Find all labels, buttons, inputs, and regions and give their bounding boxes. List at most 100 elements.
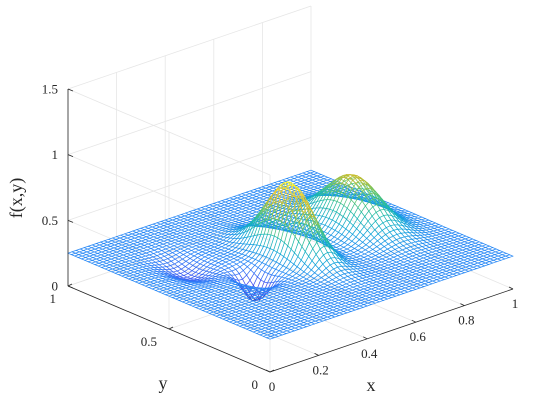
surface-mesh-segment — [390, 205, 396, 207]
surface-mesh-segment — [230, 208, 236, 211]
surface-mesh-segment — [222, 256, 227, 260]
surface-mesh-segment — [461, 251, 467, 254]
surface-mesh-segment — [115, 270, 120, 273]
surface-mesh-segment — [195, 229, 200, 232]
surface-mesh-segment — [135, 265, 140, 267]
surface-mesh-segment — [147, 274, 152, 277]
surface-mesh-segment — [259, 194, 265, 197]
surface-mesh-segment — [289, 184, 295, 192]
surface-mesh-segment — [160, 222, 165, 225]
surface-mesh-segment — [185, 228, 190, 231]
surface-mesh-segment — [451, 232, 456, 235]
surface-mesh-segment — [240, 227, 246, 234]
surface-mesh-segment — [213, 218, 218, 221]
surface-mesh-segment — [286, 261, 291, 269]
surface-mesh-segment — [197, 219, 203, 222]
surface-mesh-segment — [361, 264, 367, 267]
surface-mesh-segment — [381, 200, 386, 206]
surface-mesh-segment — [313, 187, 319, 190]
surface-mesh-segment — [347, 179, 353, 185]
surface-mesh-segment — [263, 194, 269, 197]
surface-mesh-segment — [193, 223, 198, 227]
surface-mesh-segment — [118, 239, 124, 242]
surface-mesh-segment — [267, 233, 272, 236]
surface-mesh-segment — [451, 245, 457, 248]
surface-mesh-segment — [258, 255, 264, 262]
surface-mesh-segment — [332, 243, 338, 247]
surface-mesh-segment — [446, 252, 451, 255]
surface-mesh-segment — [217, 231, 222, 234]
surface-mesh-segment — [143, 278, 148, 281]
surface-mesh-segment — [425, 228, 431, 231]
surface-mesh-segment — [371, 215, 376, 222]
surface-mesh-segment — [212, 205, 217, 208]
surface-mesh-segment — [168, 252, 173, 255]
surface-mesh-segment — [264, 271, 269, 275]
surface-mesh-segment — [144, 225, 150, 228]
surface-mesh-segment — [331, 251, 337, 255]
surface-mesh-segment — [446, 236, 451, 240]
surface-mesh-segment — [139, 277, 144, 280]
surface-mesh-segment — [368, 206, 374, 212]
surface-mesh-segment — [334, 229, 339, 233]
surface-mesh-segment — [220, 232, 225, 235]
surface-mesh-segment — [301, 235, 307, 248]
surface-mesh-segment — [369, 263, 374, 266]
surface-mesh-segment — [255, 210, 261, 213]
surface-mesh-segment — [453, 253, 459, 257]
surface-mesh-segment — [126, 253, 132, 256]
surface-mesh-segment — [178, 225, 183, 228]
surface-mesh-segment — [189, 222, 195, 225]
surface-mesh-segment — [183, 221, 188, 224]
surface-mesh-segment — [305, 176, 310, 179]
surface-mesh-segment — [147, 229, 153, 232]
surface-mesh-segment — [228, 245, 233, 248]
surface-mesh-segment — [191, 216, 196, 220]
surface-mesh-segment — [199, 265, 204, 270]
surface-mesh-segment — [120, 264, 125, 267]
surface-mesh-segment — [391, 246, 396, 250]
surface-mesh-segment — [121, 243, 127, 246]
surface-mesh-segment — [224, 245, 230, 249]
surface-mesh-segment — [373, 198, 378, 205]
surface-mesh-segment — [234, 274, 239, 281]
surface-mesh-segment — [122, 239, 128, 242]
surface-mesh-segment — [418, 243, 424, 245]
surface-mesh-segment — [113, 247, 118, 250]
surface-mesh-segment — [183, 232, 189, 235]
surface-mesh-segment — [199, 242, 205, 245]
surface-mesh-segment — [253, 191, 258, 195]
surface-mesh-segment — [269, 258, 274, 261]
surface-mesh-segment — [355, 236, 360, 241]
surface-mesh-segment — [449, 252, 455, 255]
surface-mesh-segment — [213, 233, 218, 236]
surface-mesh-segment — [235, 203, 240, 206]
surface-mesh-segment — [254, 200, 260, 203]
surface-mesh-segment — [84, 258, 90, 261]
surface-mesh-segment — [433, 245, 438, 249]
surface-mesh-segment — [148, 223, 154, 226]
surface-mesh-segment — [236, 232, 242, 239]
surface-mesh-segment — [173, 229, 178, 232]
surface-mesh-segment — [325, 236, 330, 244]
surface-mesh-segment — [427, 221, 433, 224]
surface-mesh-segment — [189, 258, 194, 261]
surface-mesh-segment — [194, 235, 199, 238]
surface-mesh-segment — [267, 194, 272, 197]
surface-mesh-segment — [87, 244, 93, 247]
surface-mesh-segment — [248, 244, 254, 252]
surface-mesh-segment — [447, 245, 453, 248]
surface-mesh-segment — [146, 265, 151, 269]
surface-mesh-segment — [151, 245, 156, 248]
surface-mesh-segment — [232, 197, 238, 200]
surface-mesh-segment — [203, 226, 209, 229]
surface-mesh-segment — [388, 237, 393, 243]
surface-mesh-segment — [404, 253, 410, 257]
surface-mesh-segment — [209, 235, 214, 238]
surface-mesh-segment — [337, 191, 342, 193]
surface-mesh-segment — [129, 241, 134, 245]
surface-mesh-segment — [388, 235, 394, 239]
surface-mesh-segment — [290, 213, 296, 218]
surface-mesh-segment — [204, 275, 210, 279]
surface-mesh-segment — [439, 249, 444, 252]
